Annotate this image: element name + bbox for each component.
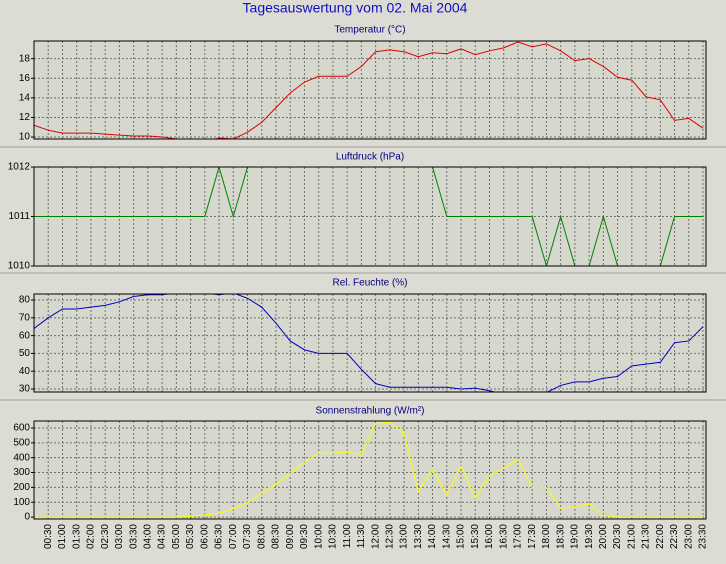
y-tick-label: 1010 <box>8 261 31 272</box>
x-tick-label: 19:00 <box>570 524 581 549</box>
x-tick-label: 06:30 <box>214 524 225 549</box>
y-tick-label: 14 <box>19 92 31 103</box>
chart-title: Temperatur (°C) <box>334 25 405 36</box>
x-tick-label: 18:00 <box>541 524 552 549</box>
x-tick-label: 20:00 <box>598 524 609 549</box>
x-tick-label: 02:00 <box>86 524 97 549</box>
x-tick-label: 08:00 <box>256 524 267 549</box>
x-tick-label: 19:30 <box>584 524 595 549</box>
x-tick-label: 01:30 <box>71 524 82 549</box>
x-tick-label: 23:00 <box>683 524 694 549</box>
x-tick-label: 13:00 <box>399 524 410 549</box>
plot-area <box>34 41 706 139</box>
y-tick-label: 300 <box>13 467 30 478</box>
x-tick-label: 12:00 <box>370 524 381 549</box>
x-tick-label: 14:00 <box>427 524 438 549</box>
y-tick-label: 100 <box>13 497 30 508</box>
y-tick-label: 40 <box>19 366 31 377</box>
y-tick-label: 200 <box>13 482 30 493</box>
x-tick-label: 23:30 <box>698 524 709 549</box>
x-tick-label: 18:30 <box>555 524 566 549</box>
y-tick-label: 1011 <box>8 211 30 222</box>
x-tick-label: 17:30 <box>527 524 538 549</box>
x-tick-label: 10:30 <box>328 524 339 549</box>
y-tick-label: 60 <box>19 330 31 341</box>
x-tick-label: 14:30 <box>441 524 452 549</box>
y-tick-label: 18 <box>19 53 31 64</box>
x-tick-label: 06:00 <box>199 524 210 549</box>
x-tick-label: 15:00 <box>456 524 467 549</box>
x-tick-label: 21:30 <box>641 524 652 549</box>
plot-border <box>33 420 707 520</box>
x-tick-label: 15:30 <box>470 524 481 549</box>
y-tick-label: 70 <box>19 312 31 323</box>
x-tick-label: 09:00 <box>285 524 296 549</box>
y-tick-label: 50 <box>19 348 31 359</box>
x-tick-label: 01:00 <box>57 524 68 549</box>
x-tick-label: 07:30 <box>242 524 253 549</box>
x-tick-label: 11:30 <box>356 524 367 549</box>
x-tick-label: 16:30 <box>498 524 509 549</box>
x-tick-label: 17:00 <box>513 524 524 549</box>
y-tick-label: 16 <box>19 73 31 84</box>
x-tick-label: 03:30 <box>128 524 139 549</box>
plot-area <box>34 294 706 392</box>
chart-title: Sonnenstrahlung (W/m²) <box>316 406 425 417</box>
x-tick-label: 22:00 <box>655 524 666 549</box>
y-tick-label: 30 <box>19 384 31 395</box>
x-tick-label: 10:00 <box>313 524 324 549</box>
plot-border <box>33 40 707 140</box>
plot-border <box>33 166 707 267</box>
page-title: Tagesauswertung vom 02. Mai 2004 <box>243 0 468 16</box>
y-tick-label: 500 <box>13 437 30 448</box>
chart-title: Rel. Feuchte (%) <box>332 278 407 289</box>
x-tick-label: 22:30 <box>669 524 680 549</box>
plot-border <box>33 293 707 393</box>
x-tick-label: 02:30 <box>100 524 111 549</box>
y-tick-label: 80 <box>19 295 31 306</box>
x-tick-label: 08:30 <box>271 524 282 549</box>
x-tick-label: 05:00 <box>171 524 182 549</box>
x-tick-label: 16:00 <box>484 524 495 549</box>
x-tick-label: 00:30 <box>43 524 54 549</box>
x-tick-label: 12:30 <box>384 524 395 549</box>
chart-title: Luftdruck (hPa) <box>336 152 404 163</box>
data-line <box>34 41 704 139</box>
x-tick-label: 11:00 <box>342 524 353 549</box>
x-tick-label: 13:30 <box>413 524 424 549</box>
x-tick-label: 09:30 <box>299 524 310 549</box>
x-tick-label: 04:00 <box>143 524 154 549</box>
x-tick-label: 21:00 <box>626 524 637 549</box>
x-tick-label: 03:00 <box>114 524 125 549</box>
data-line <box>34 167 703 266</box>
y-tick-label: 0 <box>24 512 30 523</box>
x-tick-label: 04:30 <box>157 524 168 549</box>
y-tick-label: 400 <box>13 452 30 463</box>
y-tick-label: 10 <box>19 132 31 143</box>
y-tick-label: 1012 <box>8 162 31 173</box>
x-tick-label: 07:00 <box>228 524 239 549</box>
y-tick-label: 12 <box>19 112 31 123</box>
data-line <box>34 294 704 392</box>
x-tick-label: 05:30 <box>185 524 196 549</box>
x-tick-label: 20:30 <box>612 524 623 549</box>
data-line <box>34 421 703 518</box>
y-tick-label: 600 <box>13 423 30 434</box>
